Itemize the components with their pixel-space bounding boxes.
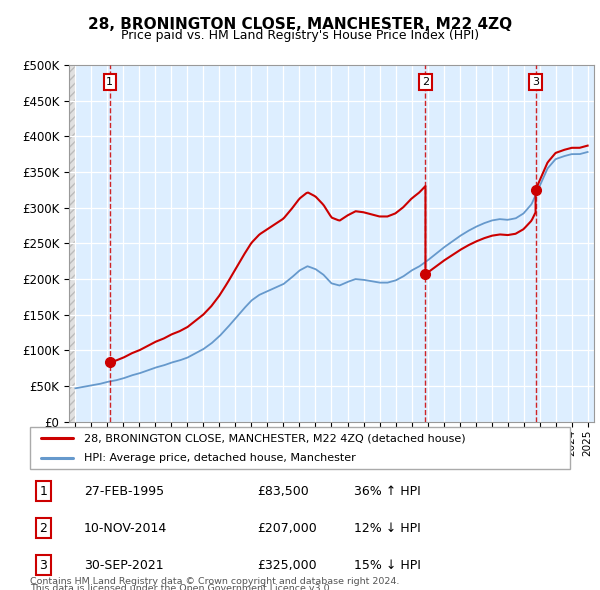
FancyBboxPatch shape <box>30 427 570 469</box>
Text: 36% ↑ HPI: 36% ↑ HPI <box>354 484 421 497</box>
Text: 27-FEB-1995: 27-FEB-1995 <box>84 484 164 497</box>
Text: 1: 1 <box>106 77 113 87</box>
Text: 2: 2 <box>40 522 47 535</box>
Text: 1: 1 <box>40 484 47 497</box>
Text: Contains HM Land Registry data © Crown copyright and database right 2024.: Contains HM Land Registry data © Crown c… <box>30 577 400 586</box>
Text: 28, BRONINGTON CLOSE, MANCHESTER, M22 4ZQ: 28, BRONINGTON CLOSE, MANCHESTER, M22 4Z… <box>88 17 512 31</box>
Text: 10-NOV-2014: 10-NOV-2014 <box>84 522 167 535</box>
Text: This data is licensed under the Open Government Licence v3.0.: This data is licensed under the Open Gov… <box>30 584 332 590</box>
Text: 30-SEP-2021: 30-SEP-2021 <box>84 559 164 572</box>
Text: HPI: Average price, detached house, Manchester: HPI: Average price, detached house, Manc… <box>84 453 356 463</box>
Text: £207,000: £207,000 <box>257 522 317 535</box>
Text: Price paid vs. HM Land Registry's House Price Index (HPI): Price paid vs. HM Land Registry's House … <box>121 30 479 42</box>
Text: 3: 3 <box>532 77 539 87</box>
Text: 15% ↓ HPI: 15% ↓ HPI <box>354 559 421 572</box>
Text: 28, BRONINGTON CLOSE, MANCHESTER, M22 4ZQ (detached house): 28, BRONINGTON CLOSE, MANCHESTER, M22 4Z… <box>84 433 466 443</box>
Text: £325,000: £325,000 <box>257 559 316 572</box>
Text: 3: 3 <box>40 559 47 572</box>
Text: 2: 2 <box>422 77 429 87</box>
Text: 12% ↓ HPI: 12% ↓ HPI <box>354 522 421 535</box>
Text: £83,500: £83,500 <box>257 484 308 497</box>
